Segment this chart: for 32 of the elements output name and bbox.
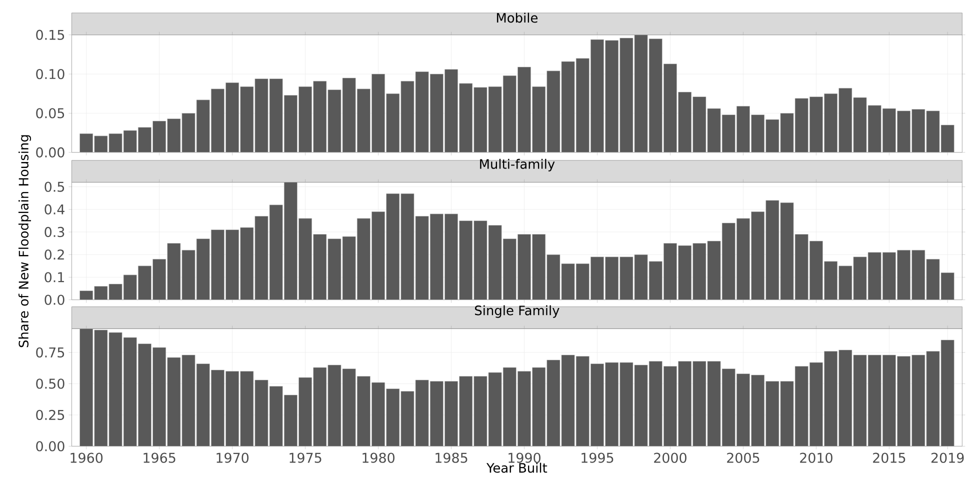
x-tick-label: 1975 [290, 452, 322, 463]
x-tick-label: 1995 [582, 452, 614, 463]
chart-title: Mobile [496, 12, 538, 23]
y-tick-label: 0.00 [36, 441, 64, 452]
y-tick-label: 0.2 [44, 249, 64, 260]
y-tick-label: 0.15 [36, 30, 64, 40]
chart-title: Single Family [475, 305, 560, 318]
y-tick-label: 0.05 [36, 108, 64, 118]
x-tick-label: 2000 [654, 452, 686, 463]
y-tick-label: 0.50 [36, 378, 64, 389]
x-tick-label: 1990 [508, 452, 540, 463]
y-tick-label: 0.3 [44, 226, 64, 238]
y-tick-label: 0.5 [44, 182, 64, 192]
x-tick-label: 2015 [873, 452, 906, 463]
y-tick-label: 0.4 [44, 204, 64, 214]
x-tick-label: 1960 [70, 452, 103, 463]
y-tick-label: 0.10 [36, 68, 64, 80]
x-tick-label: 1965 [144, 452, 176, 463]
y-tick-label: 0.1 [44, 272, 64, 282]
y-tick-label: 0.75 [36, 347, 64, 358]
chart-title: Multi-family [480, 158, 555, 172]
y-tick-label: 0.0 [44, 294, 64, 305]
x-tick-label: 1970 [216, 452, 249, 463]
x-tick-label: 1985 [436, 452, 468, 463]
x-tick-label: 2019 [931, 452, 964, 463]
x-axis-title: Year Built [486, 462, 548, 473]
y-tick-label: 0.25 [36, 410, 64, 420]
x-tick-label: 1980 [362, 452, 394, 463]
x-tick-label: 2005 [727, 452, 760, 463]
x-tick-label: 2010 [800, 452, 832, 463]
y-tick-label: 0.00 [36, 147, 64, 158]
y-axis-title: Share of New Floodplain Housing [18, 135, 32, 348]
